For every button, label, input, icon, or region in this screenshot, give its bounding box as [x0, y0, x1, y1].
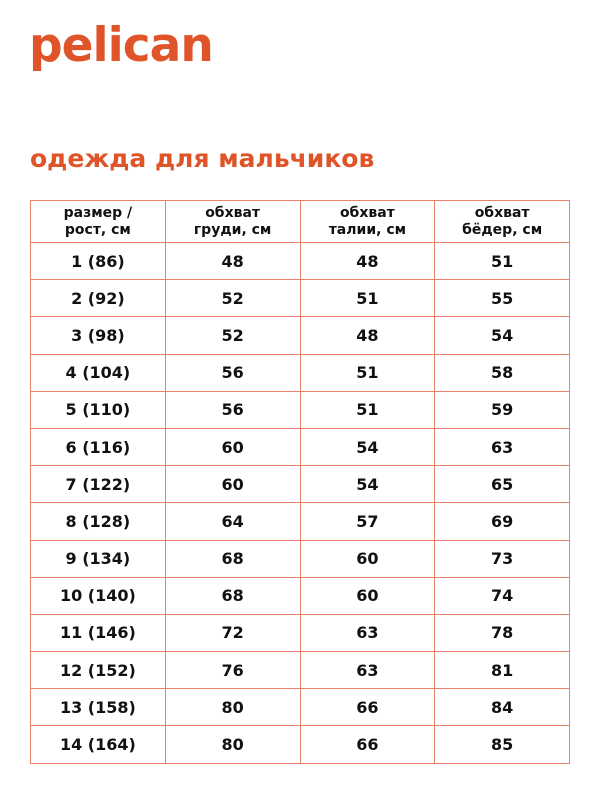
- cell-size-height: 6 (116): [30, 427, 166, 467]
- column-header-line: обхват: [474, 204, 530, 221]
- cell-size-height: 14 (164): [30, 725, 166, 764]
- column-header-chest: обхват груди, см: [164, 200, 301, 243]
- cell-chest: 80: [164, 725, 301, 764]
- cell-hips: 54: [434, 316, 570, 355]
- cell-chest: 64: [164, 502, 301, 541]
- cell-waist: 48: [299, 241, 436, 281]
- cell-chest: 56: [164, 353, 301, 392]
- cell-waist: 54: [299, 465, 436, 504]
- column-header-hips: обхват бёдер, см: [434, 200, 570, 243]
- table-row: 12 (152) 76 63 81: [30, 651, 570, 690]
- cell-hips: 74: [434, 576, 570, 615]
- cell-chest: 60: [164, 427, 301, 467]
- table-row: 6 (116) 60 54 63: [30, 427, 570, 467]
- cell-waist: 51: [299, 390, 436, 429]
- column-header-line: бёдер, см: [462, 221, 543, 238]
- cell-waist: 51: [299, 279, 436, 318]
- cell-chest: 68: [164, 539, 301, 578]
- cell-waist: 51: [299, 353, 436, 392]
- column-header-size-height: размер / рост, см: [30, 200, 166, 243]
- pelican-logo: pelican: [29, 18, 214, 73]
- cell-hips: 78: [434, 613, 570, 653]
- cell-size-height: 10 (140): [30, 576, 166, 615]
- cell-chest: 52: [164, 279, 301, 318]
- cell-waist: 57: [299, 502, 436, 541]
- cell-hips: 69: [434, 502, 570, 541]
- table-row: 10 (140) 68 60 74: [30, 576, 570, 615]
- cell-hips: 85: [434, 725, 570, 764]
- cell-chest: 48: [164, 241, 301, 281]
- table-row: 2 (92) 52 51 55: [30, 279, 570, 318]
- column-header-line: обхват: [339, 204, 395, 221]
- table-header-row: размер / рост, см обхват груди, см обхват тал…: [30, 200, 570, 243]
- column-header-line: размер /: [63, 204, 133, 221]
- cell-hips: 51: [434, 241, 570, 281]
- column-header-waist: обхват талии, см: [299, 200, 436, 243]
- cell-waist: 54: [299, 427, 436, 467]
- table-row: 13 (158) 80 66 84: [30, 688, 570, 727]
- cell-size-height: 8 (128): [30, 502, 166, 541]
- cell-waist: 63: [299, 651, 436, 690]
- cell-size-height: 4 (104): [30, 353, 166, 392]
- cell-size-height: 12 (152): [30, 651, 166, 690]
- cell-size-height: 5 (110): [30, 390, 166, 429]
- table-row: 1 (86) 48 48 51: [30, 241, 570, 281]
- cell-hips: 81: [434, 651, 570, 690]
- cell-chest: 76: [164, 651, 301, 690]
- table-row: 11 (146) 72 63 78: [30, 613, 570, 653]
- cell-size-height: 13 (158): [30, 688, 166, 727]
- cell-waist: 48: [299, 316, 436, 355]
- cell-waist: 60: [299, 539, 436, 578]
- cell-size-height: 7 (122): [30, 465, 166, 504]
- cell-hips: 84: [434, 688, 570, 727]
- cell-waist: 66: [299, 688, 436, 727]
- cell-size-height: 1 (86): [30, 241, 166, 281]
- cell-hips: 63: [434, 427, 570, 467]
- table-row: 3 (98) 52 48 54: [30, 316, 570, 355]
- cell-chest: 68: [164, 576, 301, 615]
- cell-hips: 73: [434, 539, 570, 578]
- cell-size-height: 9 (134): [30, 539, 166, 578]
- cell-hips: 55: [434, 279, 570, 318]
- cell-size-height: 11 (146): [30, 613, 166, 653]
- cell-hips: 58: [434, 353, 570, 392]
- table-row: 14 (164) 80 66 85: [30, 725, 570, 764]
- column-header-line: талии, см: [328, 221, 407, 238]
- cell-chest: 56: [164, 390, 301, 429]
- column-header-line: груди, см: [193, 221, 272, 238]
- cell-hips: 59: [434, 390, 570, 429]
- cell-size-height: 3 (98): [30, 316, 166, 355]
- cell-size-height: 2 (92): [30, 279, 166, 318]
- table-row: 4 (104) 56 51 58: [30, 353, 570, 392]
- cell-waist: 60: [299, 576, 436, 615]
- column-header-line: обхват: [205, 204, 261, 221]
- table-row: 5 (110) 56 51 59: [30, 390, 570, 429]
- size-chart-table: размер / рост, см обхват груди, см обхват тал…: [30, 200, 570, 764]
- cell-chest: 60: [164, 465, 301, 504]
- cell-waist: 66: [299, 725, 436, 764]
- cell-hips: 65: [434, 465, 570, 504]
- cell-chest: 52: [164, 316, 301, 355]
- column-header-line: рост, см: [64, 221, 131, 238]
- table-row: 8 (128) 64 57 69: [30, 502, 570, 541]
- table-row: 7 (122) 60 54 65: [30, 465, 570, 504]
- cell-chest: 80: [164, 688, 301, 727]
- page-title: одежда для мальчиков: [30, 144, 375, 173]
- cell-chest: 72: [164, 613, 301, 653]
- cell-waist: 63: [299, 613, 436, 653]
- table-row: 9 (134) 68 60 73: [30, 539, 570, 578]
